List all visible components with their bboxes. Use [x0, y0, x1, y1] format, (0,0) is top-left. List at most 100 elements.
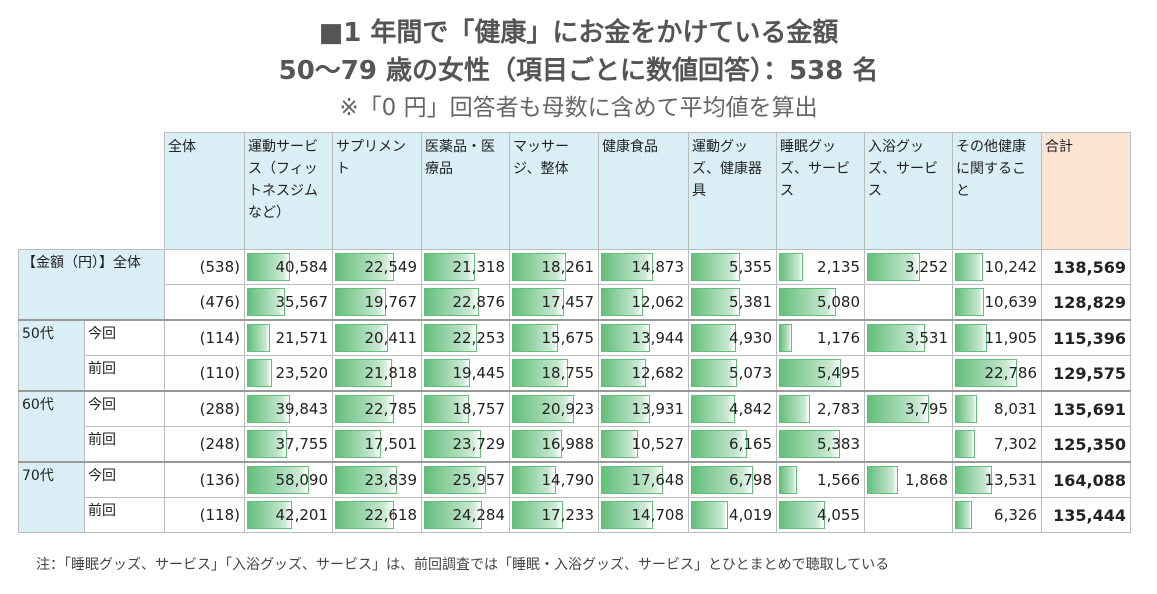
- data-bar: [512, 324, 558, 352]
- value-text: 14,790: [541, 471, 595, 489]
- data-bar: [247, 359, 272, 387]
- value-cell: 16,988: [509, 426, 599, 463]
- sample-size: (248): [164, 426, 245, 463]
- data-bar: [691, 395, 735, 423]
- data-bar: [867, 253, 920, 281]
- value-cell: 19,445: [421, 355, 510, 392]
- value-text: 12,062: [631, 293, 685, 311]
- header-all: 全体: [164, 132, 245, 250]
- value-text: 2,135: [817, 258, 860, 276]
- value-cell: 21,571: [244, 319, 333, 356]
- data-bar: [335, 359, 392, 387]
- data-bar: [335, 288, 386, 316]
- data-bar: [247, 324, 270, 352]
- data-bar: [955, 253, 983, 281]
- row-sub-label: 今回: [84, 390, 165, 427]
- value-cell: 11,905: [952, 319, 1042, 356]
- value-text: 19,767: [364, 293, 418, 311]
- value-text: 10,527: [631, 435, 685, 453]
- value-cell: 5,495: [776, 355, 865, 392]
- value-text: 4,842: [729, 400, 772, 418]
- data-bar: [867, 324, 925, 352]
- value-cell: 17,501: [332, 426, 422, 463]
- value-text: 18,757: [452, 400, 506, 418]
- data-bar: [779, 466, 797, 494]
- data-table: 全体 運動サービス（フィットネスジムなど） サプリメント 医薬品・医療品 マッサ…: [18, 132, 1131, 533]
- value-text: 21,318: [452, 258, 506, 276]
- value-cell: 4,842: [688, 390, 777, 427]
- value-cell: 4,055: [776, 497, 865, 533]
- value-text: 23,520: [275, 364, 329, 382]
- value-cell: 5,080: [776, 284, 865, 321]
- value-cell: 4,930: [688, 319, 777, 356]
- value-text: 4,055: [817, 506, 860, 524]
- row-sub-label: 前回: [84, 355, 165, 392]
- value-text: 22,253: [452, 329, 506, 347]
- table-row: 50代 今回 (114) 21,571 20,411 22,253 15,675 13,944…: [18, 319, 1131, 392]
- value-text: 13,931: [631, 400, 685, 418]
- data-bar: [779, 359, 841, 387]
- header-col: マッサージ、整体: [509, 132, 599, 250]
- total-value: 129,575: [1041, 355, 1131, 392]
- value-cell: 8,031: [952, 390, 1042, 427]
- value-text: 14,708: [631, 506, 685, 524]
- value-cell: 5,355: [688, 249, 777, 285]
- value-text: 17,501: [364, 435, 418, 453]
- data-bar: [512, 253, 566, 281]
- value-cell: 12,062: [598, 284, 689, 321]
- value-cell: 22,785: [332, 390, 422, 427]
- value-cell: 13,531: [952, 461, 1042, 498]
- value-text: 20,411: [364, 329, 418, 347]
- data-bar: [955, 430, 975, 458]
- value-cell: 23,520: [244, 355, 333, 392]
- value-text: 21,571: [275, 329, 329, 347]
- value-text: 3,531: [905, 329, 948, 347]
- value-cell: 35,567: [244, 284, 333, 321]
- data-bar: [247, 395, 290, 423]
- value-cell: 3,531: [864, 319, 953, 356]
- value-cell: 3,795: [864, 390, 953, 427]
- value-cell: 2,135: [776, 249, 865, 285]
- value-text: 22,786: [984, 364, 1038, 382]
- header-col: 睡眠グッズ、サービス: [776, 132, 865, 250]
- value-text: 58,090: [275, 471, 329, 489]
- header-total: 合計: [1041, 132, 1131, 250]
- row-group-label: 【金額（円）】全体: [18, 249, 165, 321]
- data-bar: [424, 395, 469, 423]
- value-cell: 17,457: [509, 284, 599, 321]
- sample-size: (118): [164, 497, 245, 533]
- footnote: 注：「睡眠グッズ、サービス」「入浴グッズ、サービス」は、前回調査では「睡眠・入浴…: [36, 557, 890, 573]
- data-bar: [247, 501, 292, 529]
- data-bar: [601, 359, 646, 387]
- value-text: 23,839: [364, 471, 418, 489]
- value-text: 21,818: [364, 364, 418, 382]
- data-bar: [691, 466, 753, 494]
- row-group-label: 70代: [18, 461, 85, 533]
- data-bar: [247, 466, 309, 494]
- value-cell: 1,868: [864, 461, 953, 498]
- value-text: 6,165: [729, 435, 772, 453]
- table-row: 前回 (248) 37,755 17,501 23,729 16,988 10,527 6,1…: [19, 426, 1131, 463]
- value-text: 22,785: [364, 400, 418, 418]
- value-cell: 13,931: [598, 390, 689, 427]
- data-bar: [512, 395, 574, 423]
- value-text: 19,445: [452, 364, 506, 382]
- value-cell: [864, 284, 953, 321]
- data-bar: [955, 324, 987, 352]
- value-cell: [864, 355, 953, 392]
- title-line-1: ■1 年間で「健康」にお金をかけている金額: [318, 18, 839, 48]
- value-text: 4,019: [729, 506, 772, 524]
- table-row: 前回 (110) 23,520 21,818 19,445 18,755 12,682 5,0…: [19, 355, 1131, 392]
- row-sub-label: 今回: [84, 319, 165, 356]
- data-bar: [335, 430, 381, 458]
- value-cell: 1,176: [776, 319, 865, 356]
- sample-size: (476): [164, 284, 245, 321]
- value-text: 5,355: [729, 258, 772, 276]
- data-bar: [247, 430, 287, 458]
- data-bar: [955, 288, 984, 316]
- value-cell: 58,090: [244, 461, 333, 498]
- value-cell: 42,201: [244, 497, 333, 533]
- header-col: サプリメント: [332, 132, 422, 250]
- value-text: 1,566: [817, 471, 860, 489]
- value-text: 37,755: [275, 435, 329, 453]
